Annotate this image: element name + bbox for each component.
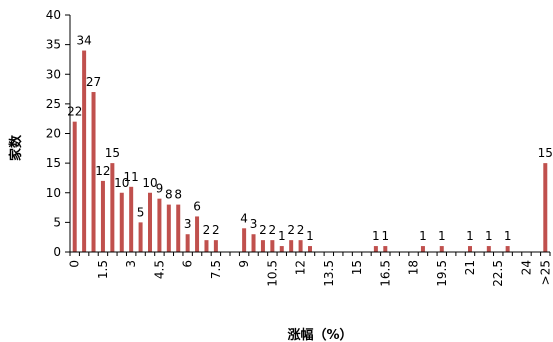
data-label: 15 <box>538 146 553 160</box>
x-tick-label: 13.5 <box>322 260 336 287</box>
x-tick-label: 18 <box>407 260 421 275</box>
data-label: 1 <box>438 229 446 243</box>
x-tick-label: 7.5 <box>209 260 223 279</box>
x-tick-label: 16.5 <box>378 260 392 287</box>
bar <box>119 192 124 252</box>
bar <box>91 92 96 253</box>
bar <box>251 234 256 252</box>
y-tick-label: 25 <box>46 97 61 111</box>
bar <box>82 50 87 252</box>
bar <box>420 246 425 252</box>
bar <box>195 216 200 252</box>
bar <box>505 246 510 252</box>
y-tick-label: 5 <box>53 215 61 229</box>
bar <box>129 186 134 252</box>
data-label: 1 <box>381 229 389 243</box>
bar <box>166 204 171 252</box>
x-tick-label: 9 <box>237 260 251 268</box>
data-label: 8 <box>165 188 173 202</box>
x-tick-label: 24 <box>519 260 533 275</box>
x-tick-label: >25 <box>538 260 552 285</box>
data-label: 15 <box>105 146 120 160</box>
y-tick-label: 35 <box>46 38 61 52</box>
data-label: 3 <box>184 217 192 231</box>
x-tick-label: 4.5 <box>152 260 166 279</box>
x-tick-label: 10.5 <box>265 260 279 287</box>
x-tick-label: 12 <box>294 260 308 275</box>
x-tick-label: 15 <box>350 260 364 275</box>
bar <box>543 163 548 252</box>
data-label: 22 <box>67 105 82 119</box>
data-label: 12 <box>95 164 110 178</box>
data-label: 6 <box>193 199 201 213</box>
x-tick-label: 1.5 <box>96 260 110 279</box>
bar <box>110 163 115 252</box>
data-label: 1 <box>419 229 427 243</box>
data-label: 4 <box>240 211 248 225</box>
data-label: 5 <box>137 205 145 219</box>
bar <box>72 121 77 253</box>
data-label: 1 <box>485 229 493 243</box>
x-tick-label: 0 <box>68 260 82 268</box>
bar <box>373 246 378 252</box>
bar <box>486 246 491 252</box>
bar <box>100 180 105 252</box>
x-tick-label: 19.5 <box>435 260 449 287</box>
bar <box>176 204 181 252</box>
data-label: 1 <box>504 229 512 243</box>
bar <box>242 228 247 252</box>
bar <box>138 222 143 252</box>
bar <box>468 246 472 252</box>
data-label: 2 <box>297 223 305 237</box>
data-label: 2 <box>212 223 220 237</box>
y-tick-label: 0 <box>53 245 61 259</box>
bar <box>439 246 444 252</box>
y-tick-label: 30 <box>46 67 61 81</box>
bar <box>204 240 209 252</box>
y-tick-label: 10 <box>46 186 61 200</box>
bar <box>308 246 312 252</box>
bar <box>213 240 218 252</box>
y-tick-label: 40 <box>46 8 61 22</box>
x-tick-label: 22.5 <box>491 260 505 287</box>
y-tick-label: 20 <box>46 127 61 141</box>
data-label: 1 <box>278 229 286 243</box>
x-tick-label: 21 <box>463 260 477 275</box>
data-label: 27 <box>86 75 101 89</box>
x-tick-label: 6 <box>181 260 195 268</box>
x-tick-label: 3 <box>124 260 138 268</box>
bars <box>72 50 548 253</box>
bar <box>185 234 190 252</box>
data-label: 1 <box>466 229 474 243</box>
bar <box>383 246 388 252</box>
data-label: 3 <box>250 217 258 231</box>
y-axis-title: 家数 <box>8 134 24 161</box>
bar <box>298 240 303 252</box>
data-label: 11 <box>124 170 139 184</box>
data-label: 1 <box>306 229 314 243</box>
bar <box>279 246 284 252</box>
data-label: 1 <box>372 229 380 243</box>
data-label: 2 <box>203 223 211 237</box>
y-tick-label: 15 <box>46 156 61 170</box>
bar <box>289 240 294 252</box>
bar <box>260 240 265 252</box>
data-label: 10 <box>142 176 157 190</box>
data-label: 2 <box>287 223 295 237</box>
y-axis-ticks: 0 5 10 15 20 25 30 35 40 <box>46 8 70 259</box>
bar <box>270 240 275 252</box>
data-label: 2 <box>269 223 277 237</box>
x-axis-title: 涨幅（%） <box>286 327 352 342</box>
data-label: 34 <box>76 34 91 48</box>
data-label: 2 <box>259 223 267 237</box>
data-label: 8 <box>174 188 182 202</box>
bar <box>148 192 152 252</box>
data-label: 9 <box>156 182 164 196</box>
bar <box>157 198 162 252</box>
x-axis-ticks: 0 1.5 3 4.5 6 7.5 9 10.5 12 13.5 15 16.5 18 19.5 21 22.… <box>68 252 552 287</box>
data-label: 10 <box>114 176 129 190</box>
